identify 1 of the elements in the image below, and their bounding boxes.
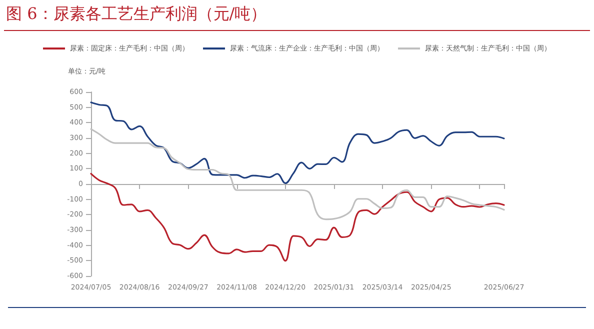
chart-title: 图 6：尿素各工艺生产利润（元/吨） bbox=[6, 4, 267, 25]
